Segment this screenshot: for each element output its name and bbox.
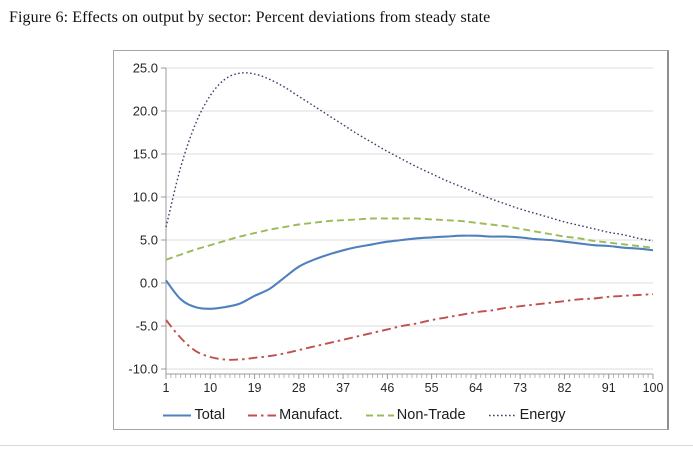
y-tick-label: 10.0 (133, 190, 158, 205)
y-tick-label: 0.0 (140, 276, 158, 291)
legend-label-manufact: Manufact. (279, 407, 343, 423)
legend-item-non-trade: Non-Trade (365, 407, 466, 423)
x-tick-label: 37 (336, 381, 350, 395)
plot-area: 1 10 19 28 37 46 55 64 73 82 91 100 25.0 20.0 15.0 10.0… (128, 61, 664, 396)
legend-label-energy: Energy (519, 407, 566, 423)
legend-label-non-trade: Non-Trade (396, 407, 466, 423)
x-tick-label: 64 (469, 381, 483, 395)
y-axis-labels: 25.0 20.0 15.0 10.0 5.0 0.0 -5.0 -10.0 (128, 61, 158, 377)
x-tick-label: 1 (163, 381, 170, 395)
x-tick-label: 55 (425, 381, 439, 395)
series-line-total (165, 234, 654, 310)
legend-item-total: Total (163, 407, 225, 423)
x-axis-labels: 1 10 19 28 37 46 55 64 73 82 91 100 (163, 381, 664, 395)
legend-marker-total (163, 414, 192, 417)
x-tick-label: 100 (643, 381, 664, 395)
legend-marker-non-trade (365, 414, 394, 417)
document-divider (0, 445, 693, 446)
y-tick-label: -10.0 (128, 362, 158, 377)
y-tick-label: 15.0 (133, 147, 158, 162)
x-tick-label: 82 (558, 381, 572, 395)
chart: 1 10 19 28 37 46 55 64 73 82 91 100 25.0 20.0 15.0 10.0… (113, 50, 669, 430)
y-tick-label: -5.0 (136, 319, 158, 334)
series-line-manufact (165, 293, 654, 361)
legend-item-manufact: Manufact. (248, 407, 343, 423)
x-tick-label: 19 (248, 381, 262, 395)
x-tick-label: 73 (513, 381, 527, 395)
x-tick-label: 46 (380, 381, 394, 395)
legend-marker-energy (488, 414, 517, 417)
series-line-energy (165, 72, 654, 242)
axes (161, 67, 654, 379)
legend-label-total: Total (194, 407, 226, 423)
figure-caption: Figure 6: Effects on output by sector: P… (9, 9, 491, 26)
legend-marker-manufact (248, 414, 277, 417)
x-tick-label: 10 (203, 381, 217, 395)
y-tick-label: 25.0 (133, 61, 158, 76)
x-tick-label: 91 (602, 381, 616, 395)
legend-item-energy: Energy (488, 407, 566, 423)
series-line-non-trade (165, 217, 654, 261)
y-tick-label: 20.0 (133, 104, 158, 119)
legend: Total Manufact. Non-Trade Energy (114, 407, 667, 423)
x-tick-label: 28 (292, 381, 306, 395)
y-tick-label: 5.0 (140, 233, 158, 248)
